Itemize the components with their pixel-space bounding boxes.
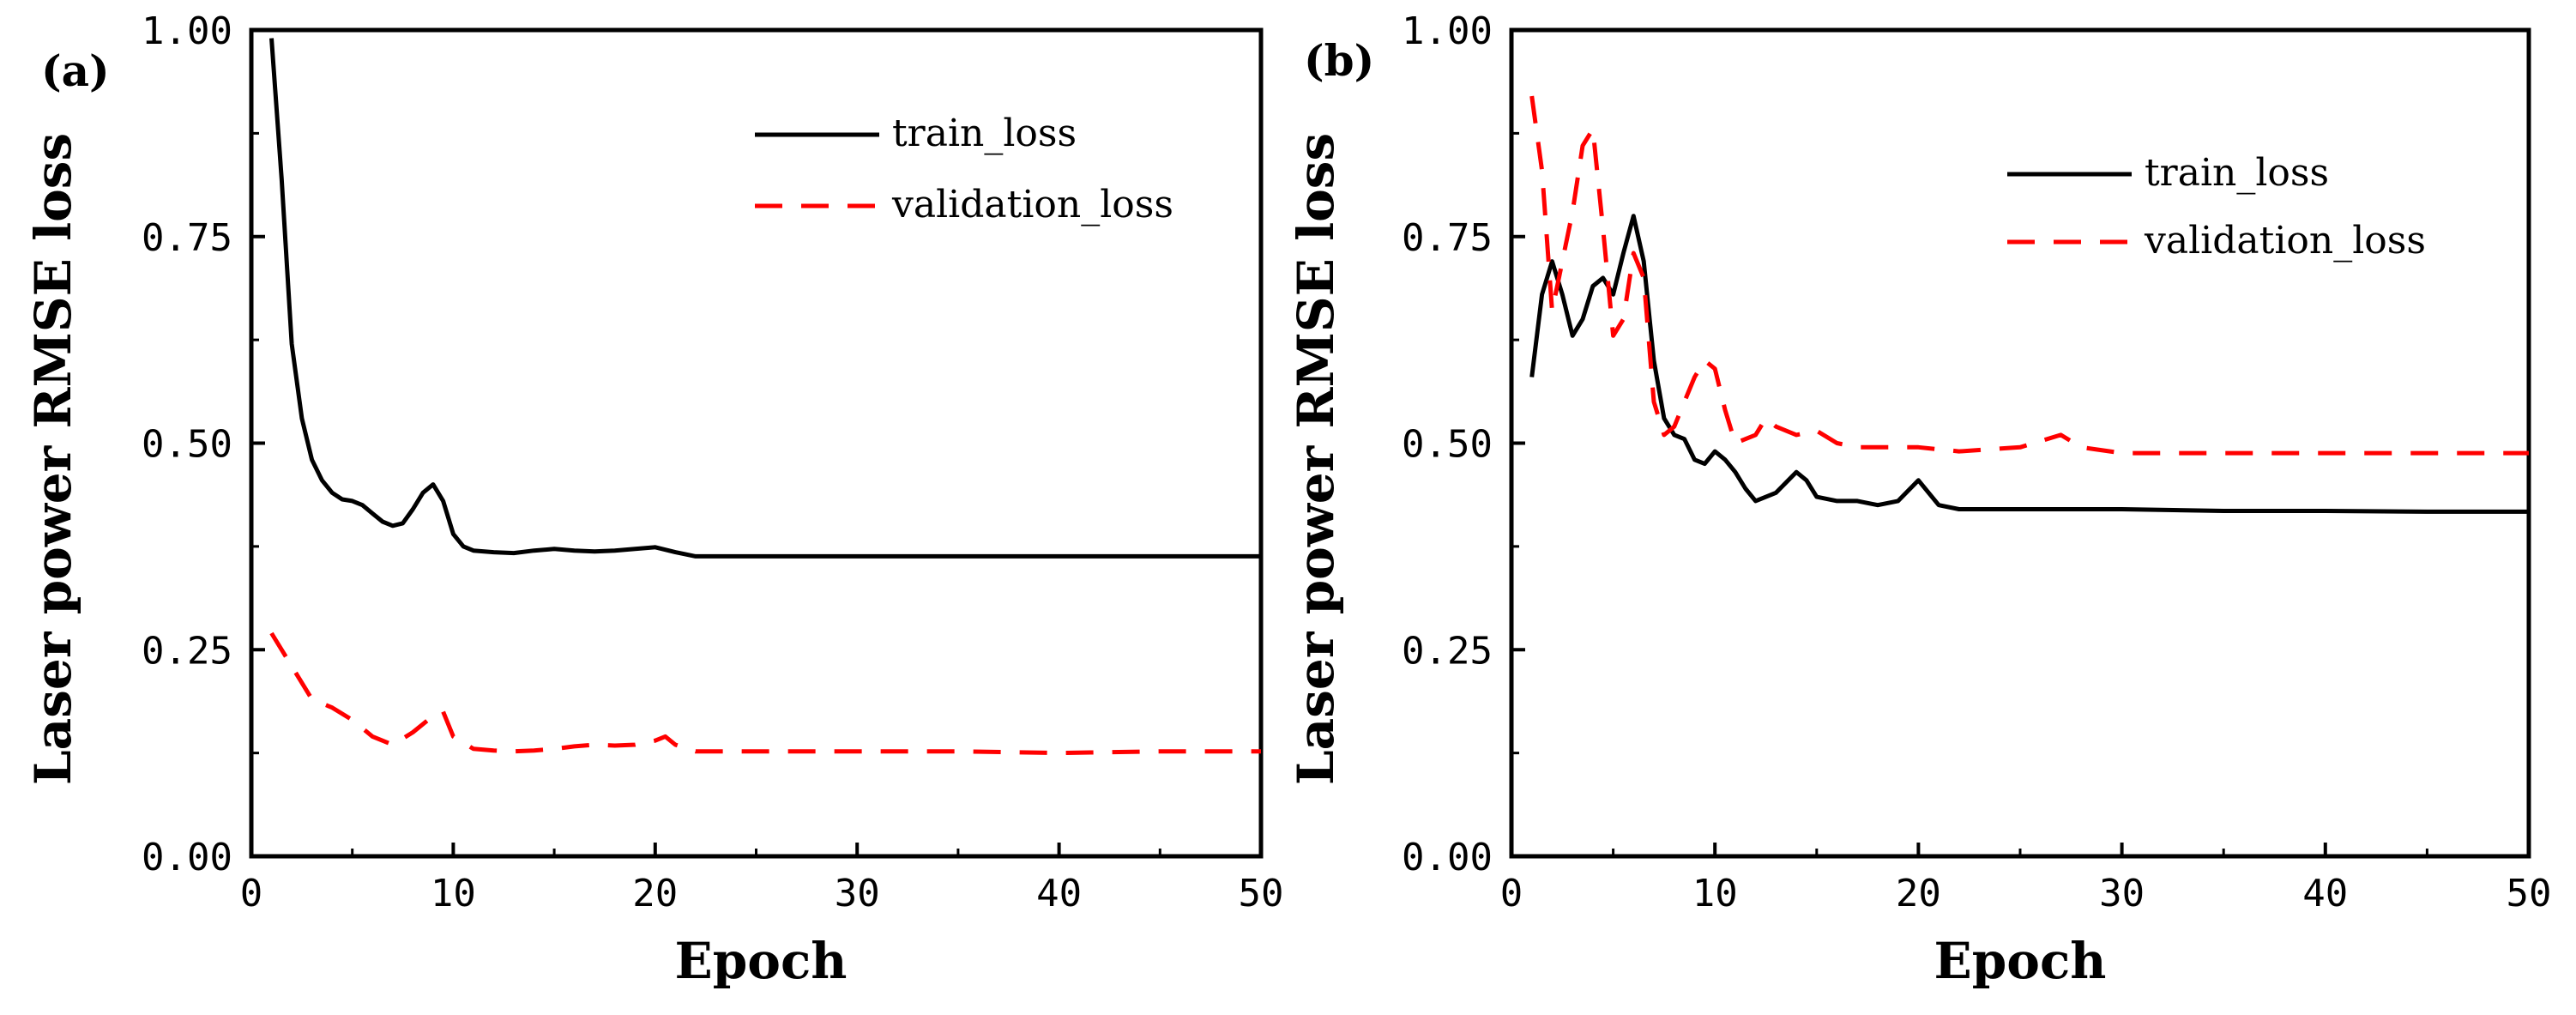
panel-label-b: (b) [1304, 35, 1374, 86]
x-tick-label: 0 [240, 872, 263, 915]
y-tick-label: 0.75 [1402, 216, 1493, 260]
x-tick-label: 10 [431, 872, 476, 915]
x-tick-label: 30 [835, 872, 880, 915]
panel-label-a: (a) [41, 45, 110, 96]
legend-a: train_loss validation_loss [755, 112, 1173, 227]
legend-label-validation-loss: validation_loss [891, 183, 1173, 227]
series-line-train-loss [269, 38, 1261, 559]
legend-label-validation-loss: validation_loss [2144, 219, 2426, 263]
x-axis-title-b: Epoch [1934, 932, 2107, 990]
y-axis-title-b: Laser power RMSE loss [1287, 133, 1345, 785]
legend-label-train-loss: train_loss [2145, 151, 2329, 195]
x-tick-label: 50 [1239, 872, 1284, 915]
y-tick-label: 1.00 [1402, 9, 1493, 53]
x-tick-label: 30 [2099, 872, 2145, 915]
plot-frame [1509, 27, 2531, 859]
legend-label-train-loss: train_loss [892, 112, 1077, 155]
panel-b: (b) Laser power RMSE loss Epoch train_lo… [1287, 9, 2551, 990]
x-tick-label: 50 [2507, 872, 2552, 915]
y-tick-label: 0.75 [142, 216, 232, 260]
y-tick-label: 0.25 [142, 629, 232, 673]
y-tick-label: 0.00 [1402, 836, 1493, 879]
series-line-validation-loss [269, 631, 1261, 756]
x-axis-title-a: Epoch [675, 932, 848, 990]
x-tick-label: 0 [1500, 872, 1523, 915]
plot-frame [249, 27, 1264, 859]
y-tick-label: 0.25 [1402, 629, 1493, 673]
panel-a: (a) Laser power RMSE loss Epoch train_lo… [24, 9, 1283, 990]
x-tick-label: 20 [632, 872, 678, 915]
x-tick-label: 40 [2302, 872, 2348, 915]
y-tick-label: 0.50 [142, 423, 232, 467]
y-tick-label: 0.00 [142, 836, 232, 879]
y-tick-label: 1.00 [142, 9, 232, 53]
legend-b: train_loss validation_loss [2007, 151, 2426, 263]
x-tick-label: 40 [1036, 872, 1082, 915]
x-tick-label: 20 [1896, 872, 1941, 915]
y-axis-title-a: Laser power RMSE loss [24, 133, 82, 785]
series-line-validation-loss [1529, 95, 2529, 456]
series-line-train-loss [1529, 214, 2529, 514]
x-tick-label: 10 [1692, 872, 1738, 915]
y-tick-label: 0.50 [1402, 423, 1493, 467]
